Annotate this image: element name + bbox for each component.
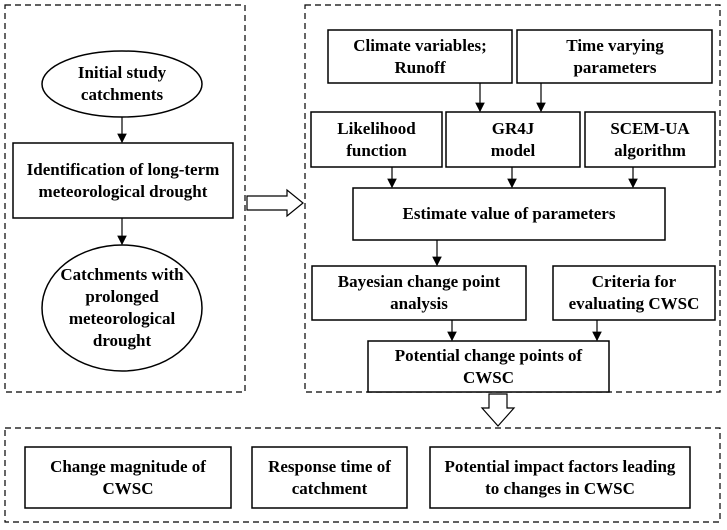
bayesian-label: Bayesian change point analysis	[337, 272, 501, 313]
climate-label: Climate variables; Runoff	[353, 35, 487, 77]
criteria-label: Criteria for evaluating CWSC	[568, 272, 700, 313]
time-varying-label: Time varying parameters	[566, 35, 664, 77]
estimate-label: Estimate value of parameters	[402, 204, 616, 223]
bayesian-box	[311, 265, 527, 321]
initial-label: Initial study catchments	[77, 63, 167, 104]
gr4j-label: GR4J model	[490, 118, 536, 160]
change-points-label: Potential change points of CWSC	[394, 345, 583, 387]
identification-box	[12, 142, 234, 219]
scem-box	[584, 111, 716, 168]
left-panel	[4, 4, 246, 393]
likelihood-box	[310, 111, 443, 168]
magnitude-box	[24, 446, 232, 509]
response-box	[251, 446, 408, 509]
change-points-box	[367, 340, 610, 393]
catchments-label: Catchments with prolonged meteorological…	[60, 265, 184, 350]
hollow-down-arrow	[480, 393, 516, 427]
criteria-box	[552, 265, 716, 321]
time-varying-box	[516, 29, 713, 84]
scem-label: SCEM-UA algorithm	[610, 118, 690, 160]
impact-label: Potential impact factors leading to chan…	[444, 456, 676, 498]
magnitude-label: Change magnitude of CWSC	[50, 456, 206, 498]
likelihood-label: Likelihood function	[337, 118, 416, 160]
right-panel	[304, 4, 721, 393]
response-label: Response time of catchment	[268, 456, 391, 498]
bottom-panel	[4, 427, 721, 523]
identification-label: Identification of long-term meteorologic…	[26, 159, 220, 201]
hollow-right-arrow	[246, 188, 304, 218]
gr4j-box	[445, 111, 581, 168]
impact-box	[429, 446, 691, 509]
climate-box	[327, 29, 513, 84]
